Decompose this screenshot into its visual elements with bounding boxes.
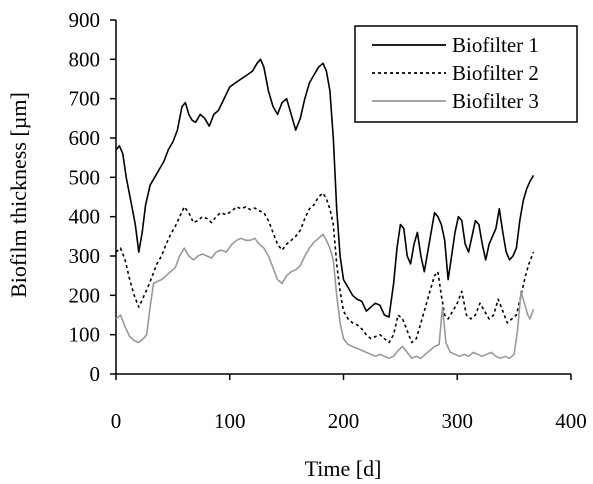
x-tick-label: 0 (111, 409, 122, 433)
x-tick-label: 300 (442, 409, 474, 433)
series-line-biofilter-2 (115, 192, 535, 344)
y-tick-label: 300 (69, 244, 101, 268)
y-tick-label: 200 (69, 283, 101, 307)
legend: Biofilter 1 Biofilter 2 Biofilter 3 (354, 25, 578, 123)
plot-area: 0 100 200 300 400 0 100 200 300 400 500 600 700 800 9… (69, 8, 587, 433)
legend-box (354, 25, 578, 123)
y-tick-label: 700 (69, 87, 101, 111)
y-tick-label: 900 (69, 8, 101, 32)
legend-label-biofilter-3: Biofilter 3 (452, 89, 539, 113)
x-axis-ticks: 0 100 200 300 400 (111, 374, 587, 433)
legend-items: Biofilter 1 Biofilter 2 Biofilter 3 (372, 33, 539, 113)
series-line-biofilter-3 (115, 233, 535, 360)
legend-label-biofilter-1: Biofilter 1 (452, 33, 539, 57)
y-tick-label: 600 (69, 126, 101, 150)
x-tick-label: 400 (555, 409, 587, 433)
x-tick-label: 100 (214, 409, 246, 433)
y-tick-label: 800 (69, 47, 101, 71)
y-tick-label: 0 (90, 362, 101, 386)
legend-label-biofilter-2: Biofilter 2 (452, 61, 539, 85)
y-tick-label: 100 (69, 323, 101, 347)
x-tick-label: 200 (328, 409, 360, 433)
x-axis-title: Time [d] (305, 456, 382, 481)
series-line-biofilter-1 (115, 58, 535, 318)
y-axis-title: Biofilm thickness [µm] (6, 92, 31, 298)
y-axis-ticks: 0 100 200 300 400 500 600 700 800 900 (69, 8, 116, 386)
series-group (115, 58, 535, 360)
y-tick-label: 400 (69, 205, 101, 229)
y-tick-label: 500 (69, 165, 101, 189)
